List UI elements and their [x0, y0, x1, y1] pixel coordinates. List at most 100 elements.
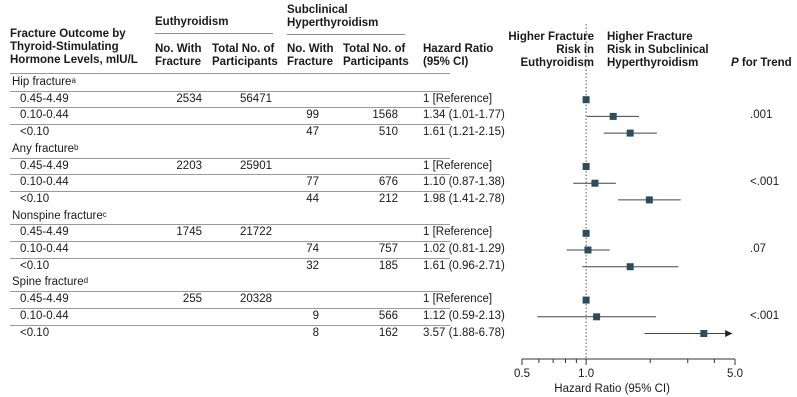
group-label: Any fractureb	[12, 143, 78, 156]
group-separator	[10, 224, 450, 226]
cell-eu-n: 2203	[176, 159, 202, 172]
tsh-level-label: 0.10-0.44	[20, 109, 69, 122]
cell-sh-total: 510	[378, 126, 398, 139]
p-trend-value: <.001	[750, 309, 780, 322]
group-label-text: Any fracture	[12, 142, 74, 155]
p-trend-value: .001	[750, 109, 773, 122]
cell-eu-total: 56471	[240, 92, 272, 105]
header-rule	[10, 73, 450, 74]
cell-hr-text: 1 [Reference]	[423, 226, 493, 239]
cell-hr-text: 3.57 (1.88-6.78)	[423, 326, 505, 339]
eu-fracture-count-header: No. With Fracture	[155, 43, 202, 68]
cell-eu-n: 255	[182, 293, 202, 306]
group-label-text: Spine fracture	[12, 276, 84, 289]
tsh-level-label: 0.10-0.44	[20, 243, 69, 255]
cell-hr-text: 1.02 (0.81-1.29)	[423, 243, 505, 255]
tsh-level-label: 0.45-4.49	[20, 226, 69, 239]
hazard-ratio-marker	[609, 112, 617, 120]
cell-sh-total: 162	[378, 326, 398, 339]
cell-eu-total: 25901	[240, 159, 272, 172]
p-trend-value: .07	[750, 243, 766, 255]
tsh-level-label: 0.45-4.49	[20, 293, 69, 306]
ci-overflow-arrow	[725, 330, 733, 337]
cell-sh-n: 8	[312, 326, 319, 339]
sh-fracture-count-header: No. With Fracture	[287, 43, 334, 68]
group-label-text: Nonspine fracture	[12, 209, 103, 222]
row-separator	[10, 241, 450, 242]
sh-total-header: Total No. of Participants	[343, 43, 409, 68]
subclinical-header: Subclinical Hyperthyroidism	[287, 4, 405, 35]
footnote-marker: b	[74, 142, 79, 152]
group-label: Hip fracturea	[12, 76, 76, 89]
tsh-level-label: <0.10	[20, 126, 50, 139]
outcome-header: Fracture Outcome by Thyroid-Stimulating …	[10, 28, 138, 66]
cell-hr-text: 1.98 (1.41-2.78)	[423, 192, 505, 205]
hazard-ratio-marker	[700, 330, 708, 337]
tsh-level-label: 0.45-4.49	[20, 159, 69, 172]
tsh-level-label: 0.10-0.44	[20, 309, 69, 322]
row-separator	[10, 107, 450, 109]
hazard-ratio-marker	[591, 179, 599, 187]
row-separator	[10, 174, 450, 176]
cell-hr-text: 1.12 (0.59-2.13)	[423, 309, 505, 322]
hazard-ratio-marker	[584, 246, 592, 254]
cell-sh-total: 676	[378, 176, 398, 189]
cell-sh-n: 44	[306, 192, 319, 205]
cell-eu-n: 2534	[176, 92, 202, 105]
hazard-ratio-marker	[582, 96, 590, 104]
higher-risk-euthyroidism-label: Higher Fracture Risk in Euthyroidism	[508, 31, 594, 69]
hazard-ratio-marker	[582, 296, 590, 304]
cell-eu-n: 1745	[176, 226, 202, 239]
euthyroidism-header: Euthyroidism	[155, 16, 273, 34]
x-axis-tick-label: 1.0	[578, 368, 594, 380]
group-label: Nonspine fracturec	[12, 210, 107, 223]
x-axis-tick-label: 5.0	[727, 368, 743, 380]
eu-total-header: Total No. of Participants	[212, 43, 278, 68]
row-separator	[10, 124, 450, 126]
tsh-level-label: 0.45-4.49	[20, 92, 69, 105]
group-separator	[10, 291, 450, 293]
cell-hr-text: 1 [Reference]	[423, 159, 493, 172]
hazard-ratio-marker	[626, 129, 634, 137]
x-axis-tick-label: 0.5	[514, 368, 530, 380]
cell-hr-text: 1.61 (1.21-2.15)	[423, 126, 505, 139]
cell-hr-text: 1 [Reference]	[423, 92, 493, 105]
cell-sh-total: 566	[378, 309, 398, 322]
cell-sh-n: 74	[306, 243, 319, 255]
cell-sh-n: 9	[312, 309, 319, 322]
hazard-ratio-marker	[582, 229, 590, 237]
cell-sh-n: 99	[306, 109, 319, 122]
cell-sh-n: 77	[306, 176, 319, 189]
cell-sh-n: 47	[306, 126, 319, 139]
row-separator	[10, 190, 450, 192]
hazard-ratio-marker	[582, 163, 590, 170]
hazard-ratio-marker	[593, 313, 601, 321]
tsh-level-label: <0.10	[20, 259, 50, 272]
hazard-ratio-header: Hazard Ratio (95% CI)	[423, 43, 494, 68]
cell-sh-total: 212	[378, 192, 398, 205]
p-trend-header: P for Trend	[731, 57, 792, 69]
footnote-marker: c	[102, 209, 107, 219]
group-label-text: Hip fracture	[12, 76, 72, 88]
cell-hr-text: 1.34 (1.01-1.77)	[423, 109, 505, 122]
group-separator	[10, 90, 450, 92]
row-separator	[10, 307, 450, 309]
footnote-marker: a	[71, 76, 76, 85]
cell-sh-total: 1568	[372, 109, 398, 122]
higher-risk-subclinical-label: Higher Fracture Risk in Subclinical Hype…	[607, 31, 709, 69]
cell-sh-n: 32	[306, 259, 319, 272]
cell-eu-total: 20328	[240, 293, 272, 306]
tsh-level-label: 0.10-0.44	[20, 176, 69, 189]
cell-sh-total: 185	[378, 259, 398, 272]
tsh-level-label: <0.10	[20, 192, 50, 205]
row-separator	[10, 257, 450, 259]
footnote-marker: d	[83, 276, 89, 286]
cell-hr-text: 1 [Reference]	[423, 293, 493, 306]
group-label: Spine fractured	[12, 276, 88, 289]
p-trend-value: <.001	[750, 176, 780, 189]
cell-hr-text: 1.61 (0.96-2.71)	[423, 259, 505, 272]
cell-hr-text: 1.10 (0.87-1.38)	[423, 176, 505, 189]
tsh-level-label: <0.10	[20, 326, 50, 339]
hazard-ratio-marker	[645, 196, 653, 204]
